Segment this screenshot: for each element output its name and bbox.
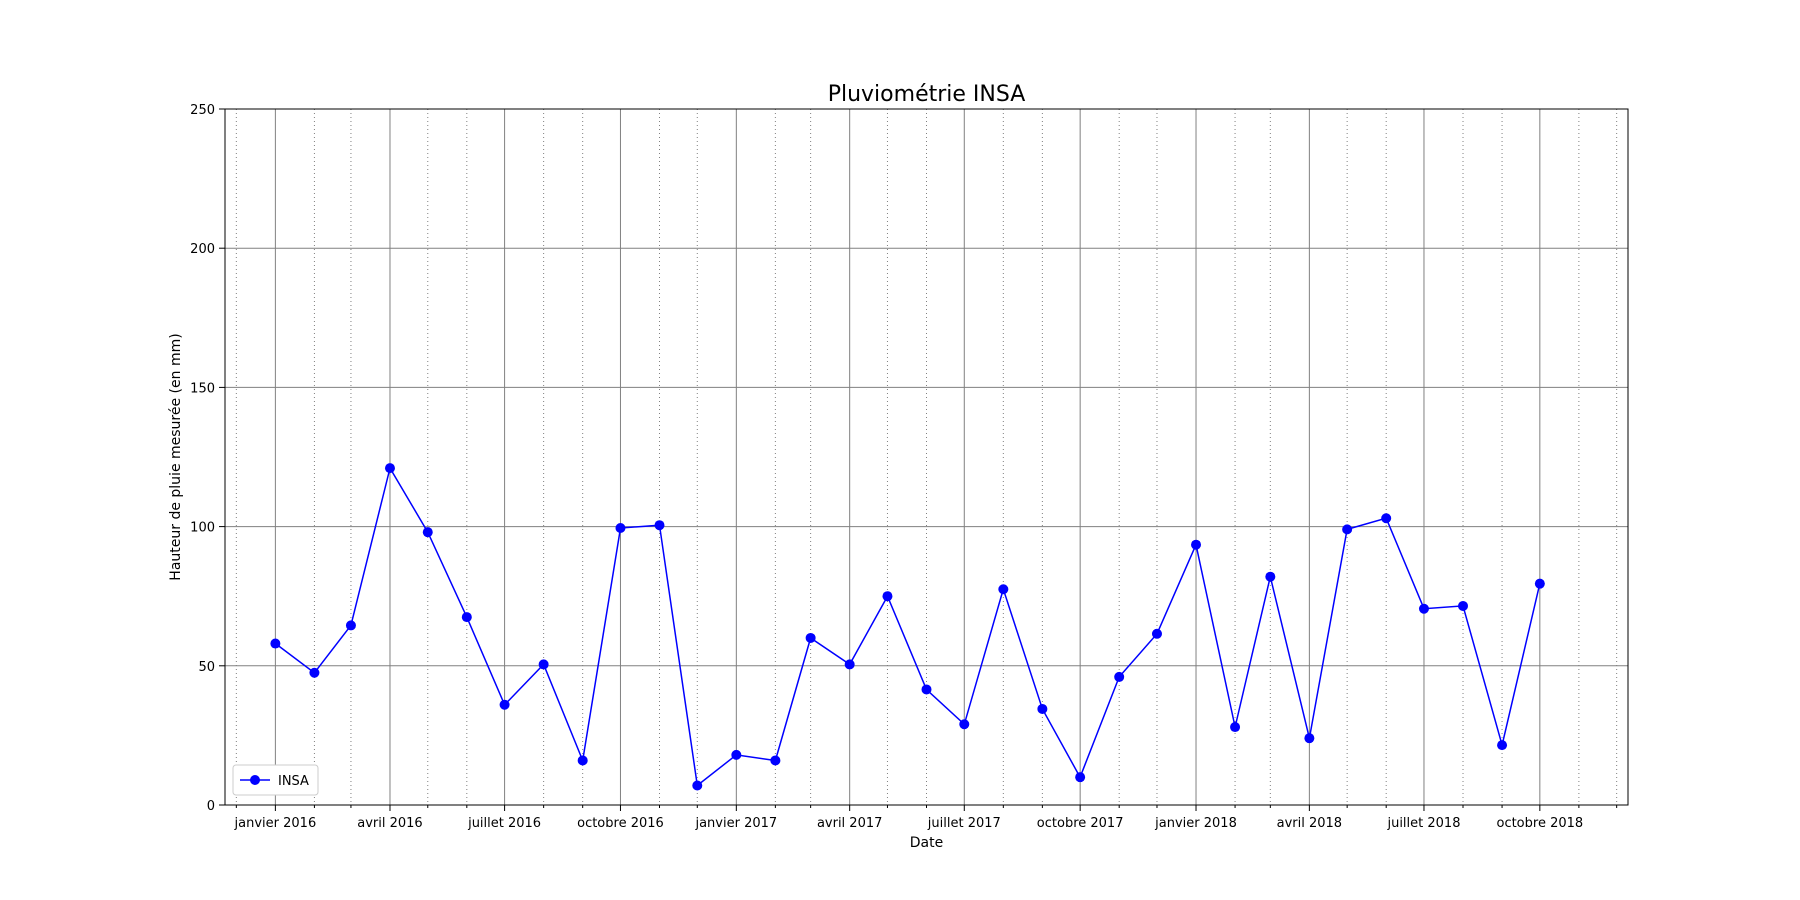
series-layer [270, 463, 1545, 791]
y-tick-label: 0 [207, 799, 215, 814]
data-point [538, 659, 549, 670]
x-tick-label: octobre 2016 [577, 816, 664, 831]
data-point [770, 755, 781, 766]
data-point [1151, 628, 1162, 639]
data-point [1342, 524, 1353, 535]
data-point [654, 520, 665, 531]
x-tick-label: juillet 2018 [1386, 816, 1460, 831]
x-tick-label: avril 2018 [1277, 816, 1342, 831]
tick-layer: janvier 2016 avril 2016 juillet 2016 octobr… [190, 103, 1618, 831]
data-point [1497, 740, 1508, 751]
data-point [461, 612, 472, 623]
y-tick-label: 100 [190, 521, 215, 536]
data-point [422, 527, 433, 538]
data-point [959, 719, 970, 730]
legend-label: INSA [278, 774, 309, 789]
data-point [499, 699, 510, 710]
data-point [731, 749, 742, 760]
y-tick-label: 50 [198, 660, 215, 675]
data-point [384, 463, 395, 474]
data-point [998, 584, 1009, 595]
data-point [844, 659, 855, 670]
y-tick-label: 200 [190, 242, 215, 257]
x-tick-label: octobre 2017 [1037, 816, 1124, 831]
data-point [615, 522, 626, 533]
series-line [274, 466, 1541, 787]
data-point [1265, 571, 1276, 582]
x-tick-label: janvier 2016 [234, 816, 317, 831]
legend-marker-sample [250, 775, 260, 785]
x-tick-label: janvier 2018 [1154, 816, 1237, 831]
data-point [1534, 578, 1545, 589]
data-point [270, 638, 281, 649]
data-point [1304, 733, 1315, 744]
legend: INSA [232, 764, 319, 796]
data-point [1230, 722, 1241, 733]
data-point [1458, 600, 1469, 611]
data-point [1418, 603, 1429, 614]
data-point [692, 780, 703, 791]
data-point [1114, 671, 1125, 682]
data-point [1037, 703, 1048, 714]
data-point [1381, 513, 1392, 524]
data-point [309, 667, 320, 678]
data-point [577, 755, 588, 766]
x-tick-label: juillet 2016 [467, 816, 541, 831]
x-tick-label: avril 2016 [357, 816, 422, 831]
data-point [1191, 539, 1202, 550]
y-tick-label: 150 [190, 381, 215, 396]
chart-title: Pluviométrie INSA [828, 82, 1026, 107]
data-point [921, 684, 932, 695]
y-axis-title: Hauteur de pluie mesurée (en mm) [168, 333, 184, 580]
x-tick-label: janvier 2017 [694, 816, 777, 831]
legend-box [232, 764, 319, 796]
y-tick-label: 250 [190, 103, 215, 118]
data-point [805, 632, 816, 643]
x-tick-label: avril 2017 [817, 816, 882, 831]
data-point [882, 591, 893, 602]
x-axis-title: Date [910, 835, 943, 851]
x-tick-label: juillet 2017 [927, 816, 1001, 831]
data-point [345, 620, 356, 631]
data-point [1075, 772, 1086, 783]
x-tick-label: octobre 2018 [1496, 816, 1583, 831]
